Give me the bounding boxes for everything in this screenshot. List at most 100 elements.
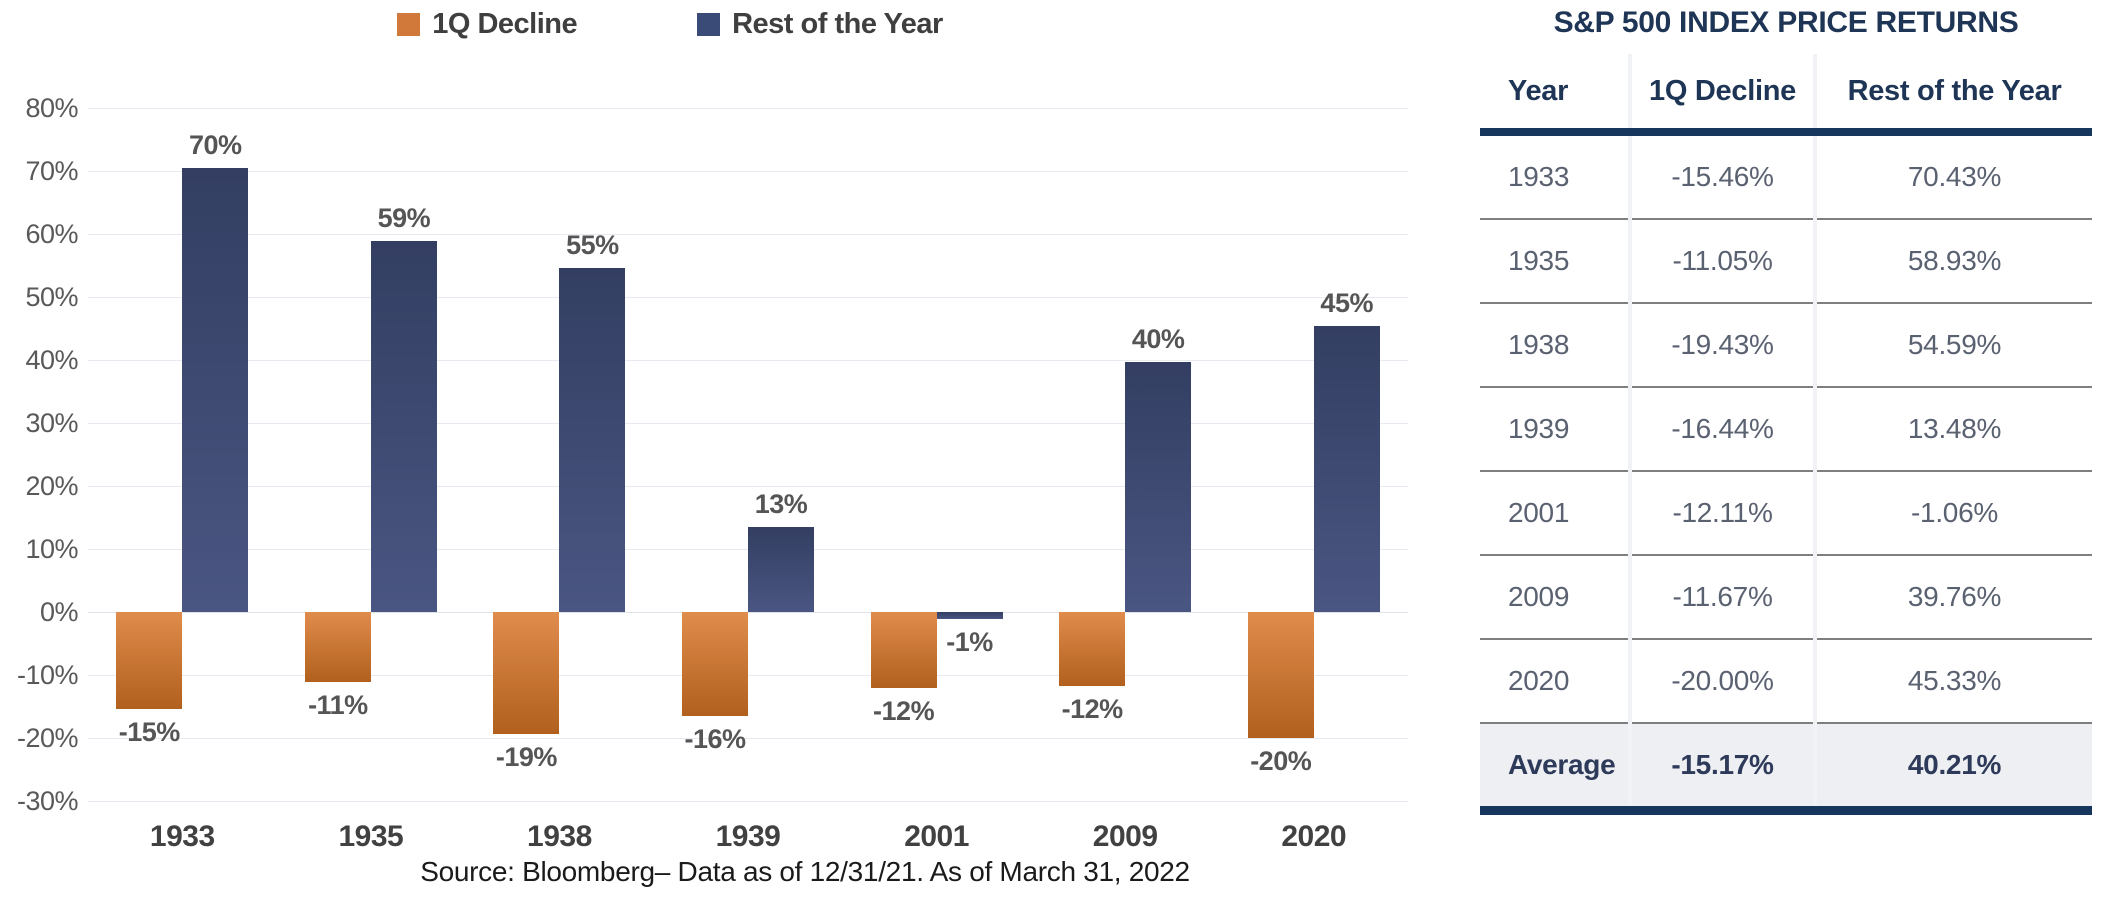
bar-value-label-rest-1939: 13% (754, 489, 808, 520)
bar-value-label-rest-2020: 45% (1320, 288, 1373, 319)
table-row: 1933 -15.46% 70.43% (1480, 132, 2092, 220)
x-axis-label-2009: 2009 (1092, 820, 1158, 853)
bar-value-label-1q-1938: -19% (495, 742, 558, 773)
legend-label-1q-decline: 1Q Decline (432, 8, 578, 40)
sp500-returns-table: Year 1Q Decline Rest of the Year 1933 -15… (1480, 54, 2092, 815)
table-row: 1938 -19.43% 54.59% (1480, 303, 2092, 388)
gridline-40 (88, 360, 1408, 361)
bar-value-label-rest-1935: 59% (377, 202, 431, 233)
bar-rest-2001 (936, 612, 1003, 619)
legend-item-rest-of-year: Rest of the Year (697, 8, 943, 41)
y-axis-tick-0: 0% (39, 597, 79, 627)
y-axis-tick-20: 20% (25, 471, 78, 501)
bar-1q-2001 (870, 612, 937, 689)
bar-value-label-rest-2009: 40% (1131, 323, 1185, 354)
source-note: Source: Bloomberg– Data as of 12/31/21. … (420, 856, 1190, 887)
bar-value-label-1q-1933: -15% (118, 717, 181, 748)
cell-rest-of-year: 70.43% (1815, 132, 2092, 220)
bar-value-label-rest-1938: 55% (566, 230, 619, 261)
bar-value-label-1q-2020: -20% (1250, 746, 1312, 776)
gridline-80 (88, 108, 1408, 109)
cell-1q-decline: -11.05% (1630, 219, 1817, 304)
table-row: 1939 -16.44% 13.48% (1480, 387, 2092, 472)
bar-1q-2020 (1247, 612, 1314, 738)
bar-rest-1938 (559, 268, 626, 612)
y-axis-tick-70: 70% (25, 156, 78, 186)
cell-1q-decline: -11.67% (1630, 555, 1817, 640)
cell-year: Average (1480, 723, 1632, 815)
bar-value-label-1q-2009: -12% (1061, 693, 1124, 724)
cell-rest-of-year: -1.06% (1815, 471, 2092, 556)
y-axis-tick-40: 40% (25, 345, 78, 375)
y-axis-tick-30: 30% (25, 408, 78, 438)
y-axis-tick--10: -10% (16, 660, 79, 690)
gridline--20 (88, 738, 1408, 739)
gridline-50 (88, 297, 1408, 298)
column-header-rest-of-year: Rest of the Year (1815, 54, 2092, 136)
table-section: S&P 500 INDEX PRICE RETURNS Year 1Q Decl… (1480, 0, 2092, 922)
table-row: 2009 -11.67% 39.76% (1480, 555, 2092, 640)
bar-rest-1935 (370, 240, 437, 612)
bar-1q-1933 (116, 612, 183, 710)
cell-year: 2001 (1480, 471, 1632, 556)
cell-rest-of-year: 45.33% (1815, 639, 2092, 724)
table-title: S&P 500 INDEX PRICE RETURNS (1553, 6, 2019, 39)
table-row: 2020 -20.00% 45.33% (1480, 639, 2092, 724)
bar-rest-2009 (1125, 361, 1192, 612)
cell-year: 2020 (1480, 639, 1632, 724)
cell-rest-of-year: 13.48% (1815, 387, 2092, 472)
cell-rest-of-year: 54.59% (1815, 303, 2092, 388)
x-axis-label-1938: 1938 (527, 820, 592, 853)
cell-year: 1938 (1480, 303, 1632, 388)
bar-1q-2009 (1059, 612, 1126, 686)
y-axis-tick-50: 50% (25, 282, 78, 312)
cell-1q-decline: -16.44% (1630, 387, 1817, 472)
legend-item-1q-decline: 1Q Decline (397, 8, 578, 41)
cell-rest-of-year: 39.76% (1815, 555, 2092, 640)
chart-legend: 1Q Decline Rest of the Year (0, 8, 1340, 41)
y-axis-tick-10: 10% (25, 534, 78, 564)
cell-year: 1933 (1480, 132, 1632, 220)
x-axis-label-1939: 1939 (715, 820, 781, 853)
gridline--10 (88, 675, 1408, 676)
table-average-row: Average -15.17% 40.21% (1480, 723, 2092, 815)
y-axis-tick--30: -30% (16, 786, 79, 816)
gridline-60 (88, 234, 1408, 235)
legend-swatch-1q-decline-icon (397, 13, 421, 36)
bar-1q-1938 (493, 612, 560, 735)
x-axis-label-2020: 2020 (1281, 820, 1347, 853)
column-header-year: Year (1480, 54, 1632, 136)
gridline-70 (88, 171, 1408, 172)
gridline--30 (88, 801, 1408, 802)
bar-value-label-rest-2001: -1% (946, 626, 993, 657)
cell-1q-decline: -20.00% (1630, 639, 1817, 724)
bar-value-label-1q-1939: -16% (684, 723, 746, 754)
cell-year: 2009 (1480, 555, 1632, 640)
x-axis-label-1933: 1933 (149, 820, 215, 853)
column-header-1q-decline: 1Q Decline (1630, 54, 1817, 136)
bar-chart-plot: 80% 70% 60% 50% 40% 30% 20% 10% 0% -10% -20% -30% -1… (16, 93, 1408, 853)
bar-1q-1935 (304, 612, 371, 682)
legend-label-rest-of-year: Rest of the Year (732, 8, 943, 40)
y-axis-tick-60: 60% (25, 219, 78, 249)
cell-year: 1935 (1480, 219, 1632, 304)
gridline-0 (88, 612, 1408, 613)
cell-year: 1939 (1480, 387, 1632, 472)
cell-1q-decline: -12.11% (1630, 471, 1817, 556)
bar-rest-1933 (182, 168, 249, 612)
y-axis-tick--20: -20% (16, 723, 79, 753)
y-axis-tick-80: 80% (25, 93, 78, 123)
cell-rest-of-year: 40.21% (1815, 723, 2092, 815)
cell-1q-decline: -15.17% (1630, 723, 1817, 815)
bar-1q-1939 (682, 612, 748, 716)
bar-rest-1939 (748, 527, 814, 612)
gridline-30 (88, 423, 1408, 424)
bar-value-label-1q-1935: -11% (308, 689, 368, 720)
cell-1q-decline: -19.43% (1630, 303, 1817, 388)
table-row: 2001 -12.11% -1.06% (1480, 471, 2092, 556)
gridline-20 (88, 486, 1408, 487)
bar-value-label-1q-2001: -12% (873, 696, 935, 727)
x-axis-label-2001: 2001 (904, 820, 969, 853)
x-axis-label-1935: 1935 (338, 820, 404, 853)
